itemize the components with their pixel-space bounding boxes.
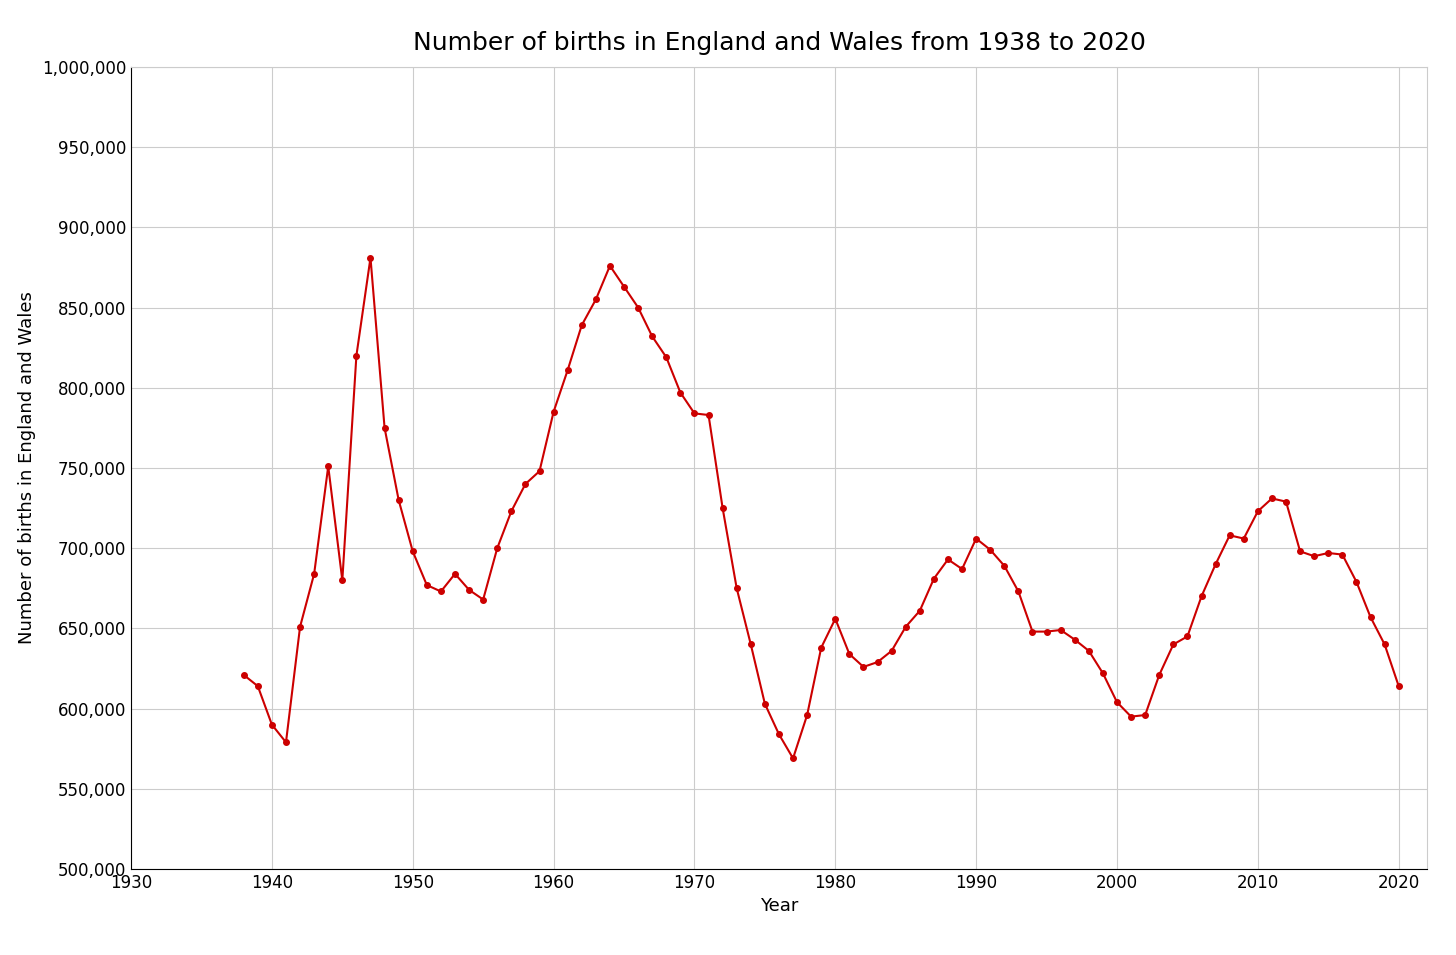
Y-axis label: Number of births in England and Wales: Number of births in England and Wales [19,291,36,645]
Title: Number of births in England and Wales from 1938 to 2020: Number of births in England and Wales fr… [412,32,1146,55]
X-axis label: Year: Year [760,898,798,916]
